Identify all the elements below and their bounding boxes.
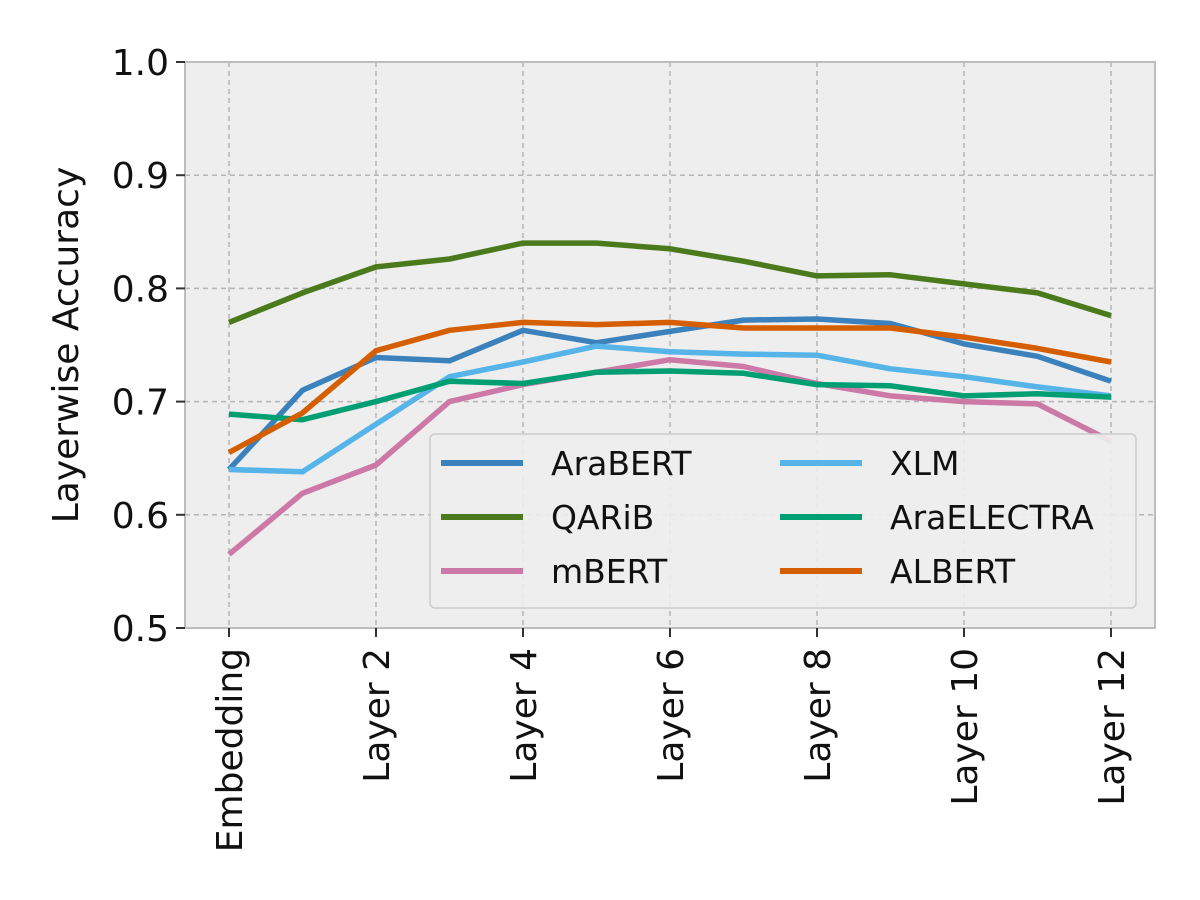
legend-label: ALBERT <box>890 552 1016 591</box>
x-tick-label: Layer 2 <box>357 648 398 783</box>
y-tick-label: 1.0 <box>112 43 169 84</box>
legend-label: QARiB <box>551 498 654 537</box>
x-tick-label: Embedding <box>210 648 251 852</box>
y-tick-label: 0.5 <box>112 609 169 650</box>
x-tick-label: Layer 6 <box>651 648 692 783</box>
series-line-xlm <box>228 343 1112 475</box>
series-line-araelectra <box>228 368 1112 423</box>
series-line-qarib <box>227 240 1112 325</box>
series-lines <box>226 240 1113 557</box>
legend-label: AraELECTRA <box>890 498 1094 537</box>
y-axis: 0.5 0.6 0.7 0.8 0.9 1.0 <box>112 43 185 650</box>
y-tick-label: 0.8 <box>112 269 169 310</box>
legend: AraBERT QARiB mBERT XLM AraELECTRA ALBERT <box>429 433 1137 609</box>
x-tick-label: Layer 8 <box>798 648 839 783</box>
series-line-mbert <box>227 356 1113 557</box>
x-tick-label: Layer 12 <box>1092 648 1133 806</box>
y-tick-label: 0.9 <box>112 156 169 197</box>
x-tick-label: Layer 10 <box>945 648 986 806</box>
x-axis: Embedding Layer 2 Layer 4 Layer 6 Layer 8 Lay… <box>210 628 1133 852</box>
series-line-albert <box>227 319 1112 455</box>
y-tick-label: 0.6 <box>112 496 169 537</box>
legend-label: AraBERT <box>551 444 692 483</box>
y-tick-label: 0.7 <box>112 383 169 424</box>
legend-box <box>429 433 1137 609</box>
legend-label: XLM <box>890 444 959 483</box>
legend-label: mBERT <box>551 552 668 591</box>
series-line-arabert <box>226 316 1112 472</box>
x-tick-label: Layer 4 <box>504 648 545 783</box>
y-axis-label: Layerwise Accuracy <box>46 167 87 524</box>
